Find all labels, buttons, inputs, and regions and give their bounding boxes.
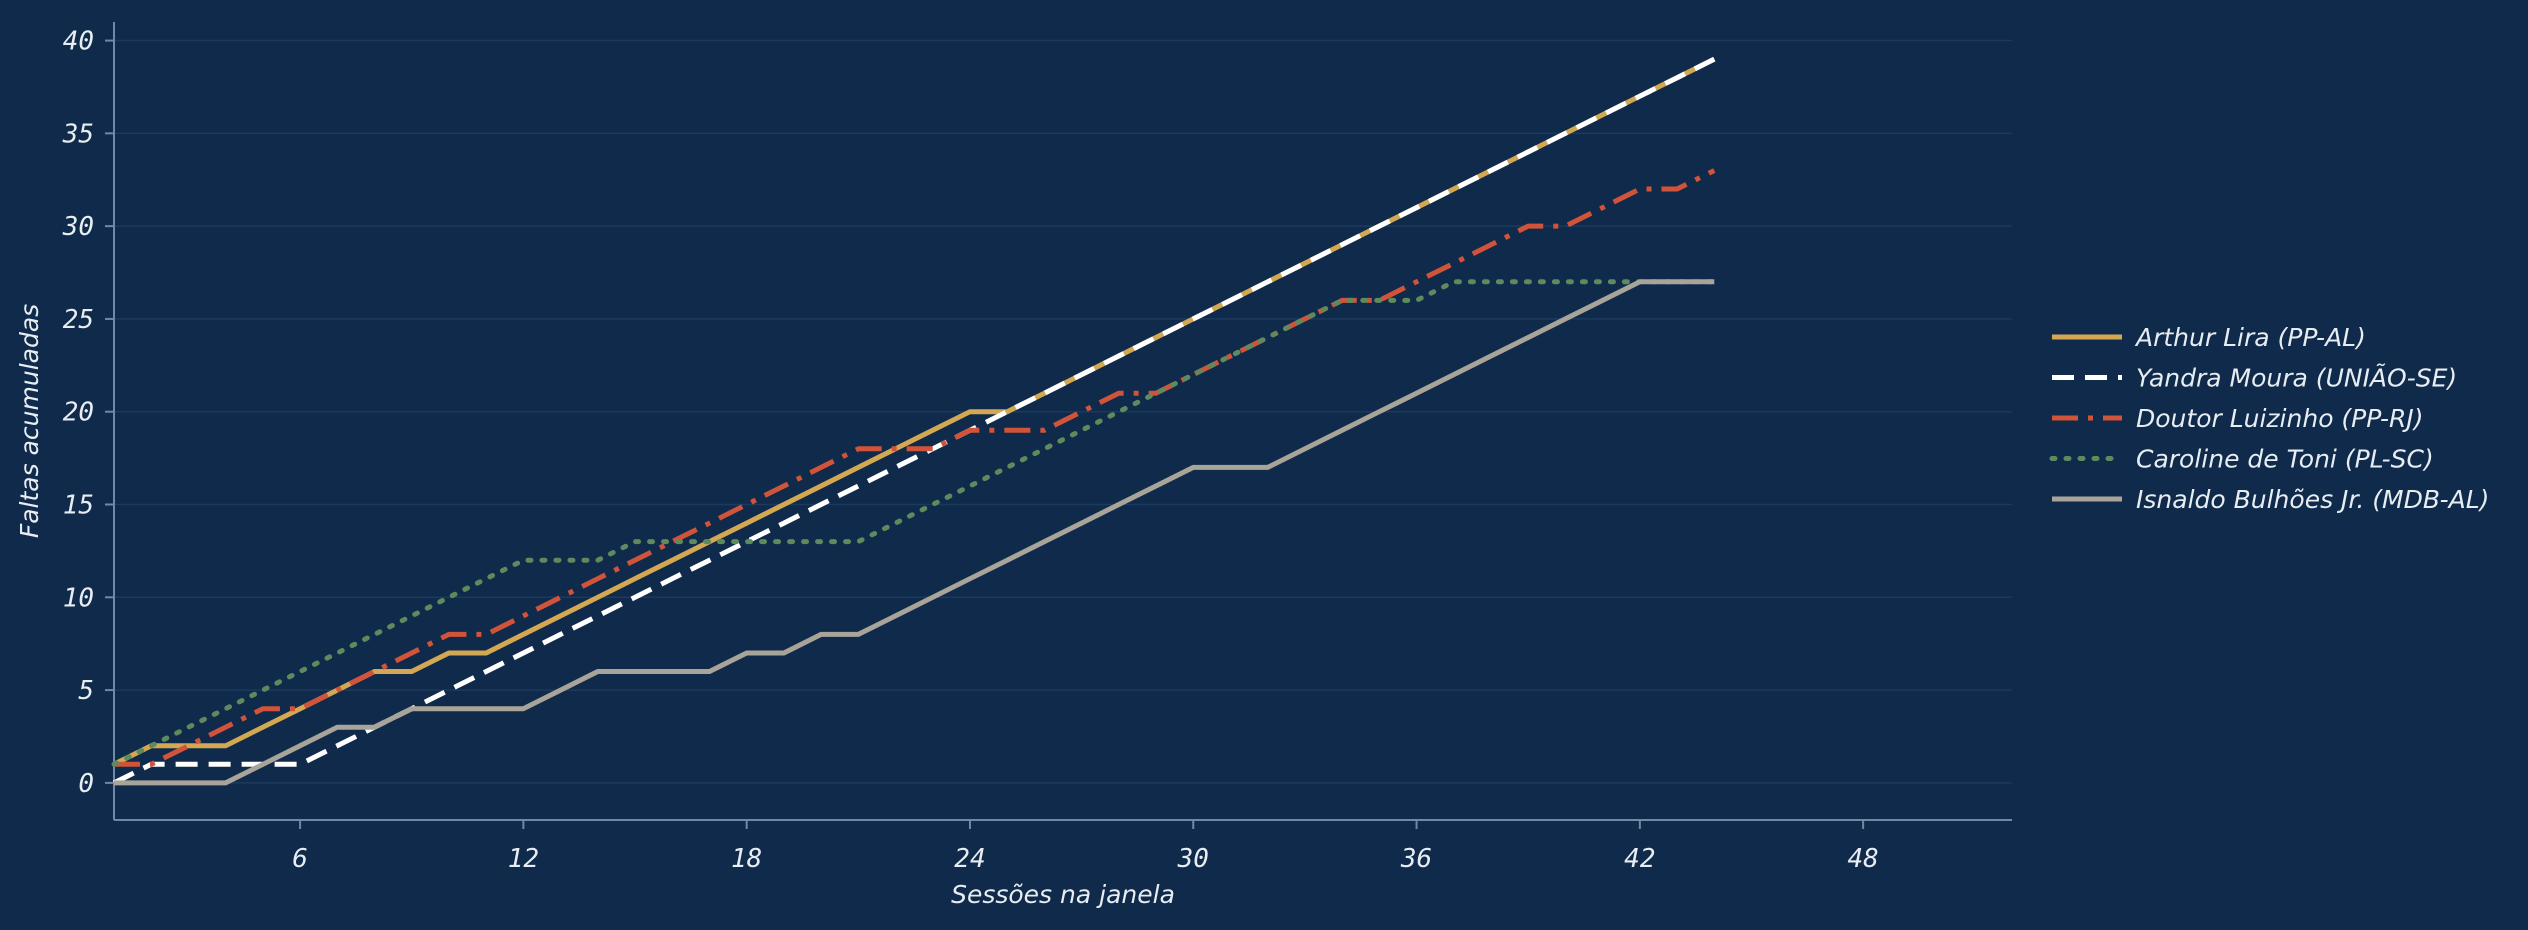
x-tick-label-30: 30 — [1177, 844, 1209, 874]
series-lines — [111, 56, 1717, 786]
legend-label-3: Caroline de Toni (PL-SC) — [2136, 445, 2434, 474]
axes — [113, 22, 2012, 821]
x-tick-label-24: 24 — [954, 844, 985, 874]
series-line-1 — [112, 56, 1716, 786]
legend-label-4: Isnaldo Bulhões Jr. (MDB-AL) — [2136, 485, 2489, 514]
series-line-3 — [111, 279, 1717, 767]
x-axis-title: Sessões na janela — [951, 880, 1175, 909]
x-tick-label-36: 36 — [1400, 844, 1432, 874]
y-tick-label-40: 40 — [63, 27, 94, 57]
y-tick-label-25: 25 — [63, 305, 94, 335]
x-tick-label-48: 48 — [1847, 844, 1878, 874]
y-tick-label-20: 20 — [63, 398, 94, 428]
legend-label-0: Arthur Lira (PP-AL) — [2134, 323, 2366, 352]
y-tick-label-35: 35 — [62, 119, 94, 149]
legend-label-1: Yandra Moura (UNIÃO-SE) — [2136, 363, 2457, 393]
legend: Arthur Lira (PP-AL) Yandra Moura (UNIÃO-S… — [2049, 323, 2489, 514]
x-tick-label-42: 42 — [1624, 844, 1655, 874]
y-axis-title: Faltas acumuladas — [15, 304, 44, 538]
x-ticks: 6 12 18 24 30 36 42 48 — [292, 820, 1879, 874]
y-tick-label-0: 0 — [78, 769, 94, 799]
series-line-2 — [114, 168, 1716, 767]
y-tick-label-5: 5 — [78, 676, 94, 706]
y-ticks: 0 5 10 15 20 25 30 35 40 — [62, 27, 114, 799]
y-tick-label-10: 10 — [63, 583, 94, 613]
y-tick-label-15: 15 — [63, 491, 94, 521]
legend-label-2: Doutor Luizinho (PP-RJ) — [2136, 404, 2424, 433]
series-line-4 — [114, 279, 1715, 786]
x-tick-label-18: 18 — [731, 844, 762, 874]
y-tick-label-30: 30 — [62, 212, 94, 242]
x-tick-label-12: 12 — [508, 844, 539, 874]
x-tick-label-6: 6 — [292, 844, 308, 874]
grid-lines — [114, 39, 2012, 784]
